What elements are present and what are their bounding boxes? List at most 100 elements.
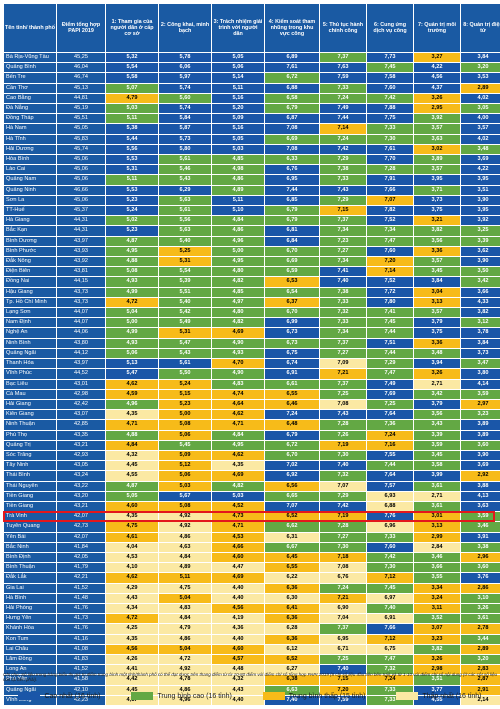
dimension-score: 3,91 — [461, 532, 500, 542]
dimension-score: 2,99 — [414, 532, 460, 542]
dimension-score: 7,24 — [367, 430, 413, 440]
dimension-score: 4,34 — [106, 603, 158, 614]
dimension-score: 4,13 — [461, 491, 500, 501]
table-row: Kiên Giang 43,07 4,35 5,00 4,62 7,24 7,43 7,64 3… — [4, 410, 500, 420]
dimension-score: 4,45 — [106, 685, 158, 695]
dimension-score: 4,69 — [212, 328, 264, 338]
dimension-score: 4,80 — [212, 308, 264, 318]
dimension-score: 7,33 — [320, 318, 366, 328]
dimension-score: 3,63 — [461, 501, 500, 512]
dimension-score: 4,26 — [106, 654, 158, 665]
table-row: Lâm Đồng 41,83 4,26 4,72 4,57 6,52 7,25 7,47 3,2… — [4, 654, 500, 665]
total-score: 45,74 — [57, 144, 105, 155]
dimension-score: 3,95 — [461, 175, 500, 185]
dimension-score: 6,59 — [265, 267, 319, 277]
dimension-score: 3,92 — [414, 114, 460, 124]
dimension-score: 7,64 — [367, 410, 413, 420]
province-name: Hải Dương — [4, 144, 56, 155]
dimension-score: 3,89 — [461, 420, 500, 430]
dimension-score: 7,91 — [367, 175, 413, 185]
dimension-score: 4,95 — [212, 257, 264, 267]
dimension-score: 7,47 — [367, 369, 413, 379]
dimension-score: 7,32 — [320, 471, 366, 481]
dimension-score: 5,14 — [212, 73, 264, 83]
dimension-score: 3,45 — [414, 267, 460, 277]
dimension-score: 4,62 — [106, 573, 158, 583]
table-row: Đồng Tháp 45,51 5,11 5,84 5,09 6,87 7,44 7,75 3,… — [4, 114, 500, 124]
dimension-score: 6,22 — [265, 573, 319, 583]
total-score: 44,81 — [57, 93, 105, 104]
total-score: 41,83 — [57, 654, 105, 665]
table-row: Thái Nguyên 43,22 4,87 5,03 4,82 6,56 7,07 7,57… — [4, 481, 500, 491]
dimension-score: 5,74 — [159, 83, 211, 93]
dimension-score: 4,72 — [106, 614, 158, 624]
dimension-score: 3,34 — [414, 583, 460, 593]
dimension-score: 4,43 — [106, 593, 158, 603]
dimension-score: 7,49 — [320, 104, 366, 114]
dimension-score: 3,26 — [414, 654, 460, 665]
dimension-score: 7,33 — [367, 695, 413, 705]
table-row: Bạc Liêu 43,01 4,62 5,24 4,83 6,61 7,37 7,49 2,7… — [4, 379, 500, 389]
dimension-score: 6,56 — [265, 481, 319, 491]
dimension-score: 3,88 — [461, 481, 500, 491]
dimension-score: 3,66 — [461, 287, 500, 297]
dimension-score: 4,74 — [212, 389, 264, 399]
dimension-score: 5,73 — [159, 134, 211, 144]
dimension-score: 4,35 — [212, 461, 264, 471]
total-score: 43,93 — [57, 246, 105, 257]
table-row: Nam Định 44,07 5,00 5,49 4,82 6,99 7,33 7,45 3,7… — [4, 318, 500, 328]
province-name: Thái Nguyên — [4, 481, 56, 491]
table-row: Bắc Ninh 41,84 4,04 4,63 4,66 6,67 7,30 7,60 2,8… — [4, 542, 500, 552]
province-name: Khánh Hòa — [4, 624, 56, 634]
dimension-score: 3,66 — [414, 563, 460, 573]
province-name: Nghệ An — [4, 328, 56, 338]
province-name: Tp. Hồ Chí Minh — [4, 297, 56, 308]
dimension-score: 3,89 — [414, 155, 460, 165]
province-name: Bắc Kạn — [4, 226, 56, 236]
table-row: Phú Thọ 43,35 4,88 5,06 4,84 6,79 7,26 7,24 3,39… — [4, 430, 500, 440]
dimension-score: 5,03 — [212, 491, 264, 501]
dimension-score: 3,52 — [414, 614, 460, 624]
total-score: 46,74 — [57, 73, 105, 83]
dimension-score: 5,12 — [159, 461, 211, 471]
dimension-score: 4,96 — [106, 399, 158, 410]
dimension-score: 5,08 — [159, 420, 211, 430]
dimension-score: 6,61 — [265, 379, 319, 389]
province-name: TT-Huế — [4, 206, 56, 216]
province-name: Quảng Ngãi — [4, 685, 56, 695]
dimension-score: 3,56 — [414, 410, 460, 420]
dimension-score: 6,79 — [265, 430, 319, 440]
dimension-score: 4,79 — [106, 93, 158, 104]
dimension-score: 4,00 — [461, 114, 500, 124]
total-score: 44,07 — [57, 318, 105, 328]
dimension-score: 5,11 — [159, 573, 211, 583]
table-row: Bình Thuận 41,79 4,10 4,89 4,47 6,55 7,08 7,30 3… — [4, 563, 500, 573]
dimension-score: 5,03 — [106, 104, 158, 114]
province-name: Bình Định — [4, 552, 56, 563]
dimension-score: 3,75 — [414, 328, 460, 338]
dimension-score: 5,53 — [106, 185, 158, 195]
dimension-score: 4,52 — [212, 501, 264, 512]
total-score: 42,10 — [57, 685, 105, 695]
dimension-score: 4,78 — [159, 675, 211, 685]
dimension-score: 7,34 — [320, 328, 366, 338]
province-name: Hải Giang — [4, 399, 56, 410]
dimension-score: 4,29 — [106, 583, 158, 593]
table-row: Tiền Giang 43,21 4,60 5,08 4,52 7,07 7,42 6,88 3… — [4, 501, 500, 512]
total-score: 45,51 — [57, 114, 105, 124]
table-row: Hà Giang 44,31 5,02 5,56 4,84 6,79 7,37 7,52 3,2… — [4, 216, 500, 226]
total-score: 45,25 — [57, 53, 105, 63]
dimension-score: 4,87 — [106, 236, 158, 246]
province-name: Hòa Bình — [4, 155, 56, 165]
dimension-score: 2,83 — [461, 665, 500, 675]
dimension-score: 6,41 — [265, 603, 319, 614]
dimension-score: 5,11 — [212, 195, 264, 206]
total-score: 42,73 — [57, 522, 105, 532]
dimension-score: 7,52 — [367, 277, 413, 287]
dimension-score: 5,58 — [106, 73, 158, 83]
dimension-score: 7,15 — [320, 675, 366, 685]
dimension-score: 3,60 — [461, 563, 500, 573]
dimension-score: 4,82 — [212, 481, 264, 491]
dimension-score: 7,58 — [367, 73, 413, 83]
province-name: Hà Bình — [4, 593, 56, 603]
